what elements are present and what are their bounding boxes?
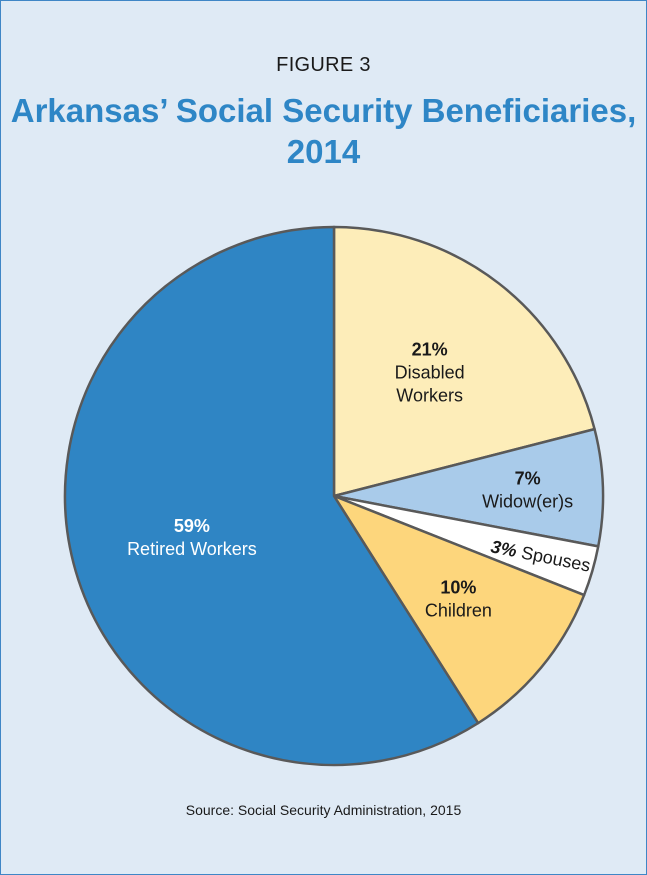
slice-percent-children: 10% [440, 577, 476, 597]
pie-slice-disabled-workers [332, 225, 596, 498]
chart-title-line-1: Arkansas’ Social Security Beneficiaries, [10, 92, 637, 129]
source-note: Source: Social Security Administration, … [185, 802, 462, 818]
slice-percent-retired-workers: 59% [174, 516, 210, 536]
chart-title-line-2: 2014 [286, 133, 361, 170]
pie-slice-children [332, 494, 586, 725]
slice-name-widow-er-s: Widow(er)s [482, 491, 573, 511]
slice-percent-widow-er-s: 7% [515, 468, 541, 488]
pie-slice-widow-er-s [332, 427, 605, 548]
chart-title: Arkansas’ Social Security Beneficiaries,… [0, 90, 647, 172]
slice-name-retired-workers: Retired Workers [127, 539, 257, 559]
pie-slice-retired-workers [63, 225, 480, 767]
slice-name-children: Children [425, 600, 492, 620]
slice-percent-spouses: 3% [489, 536, 518, 561]
slice-percent-disabled-workers: 21% [412, 340, 448, 360]
figure-label: FIGURE 3 [276, 54, 371, 76]
pie-slices [63, 225, 605, 767]
slice-name-disabled-workers-1: Disabled [395, 363, 465, 383]
slice-name-disabled-workers-2: Workers [396, 386, 463, 406]
